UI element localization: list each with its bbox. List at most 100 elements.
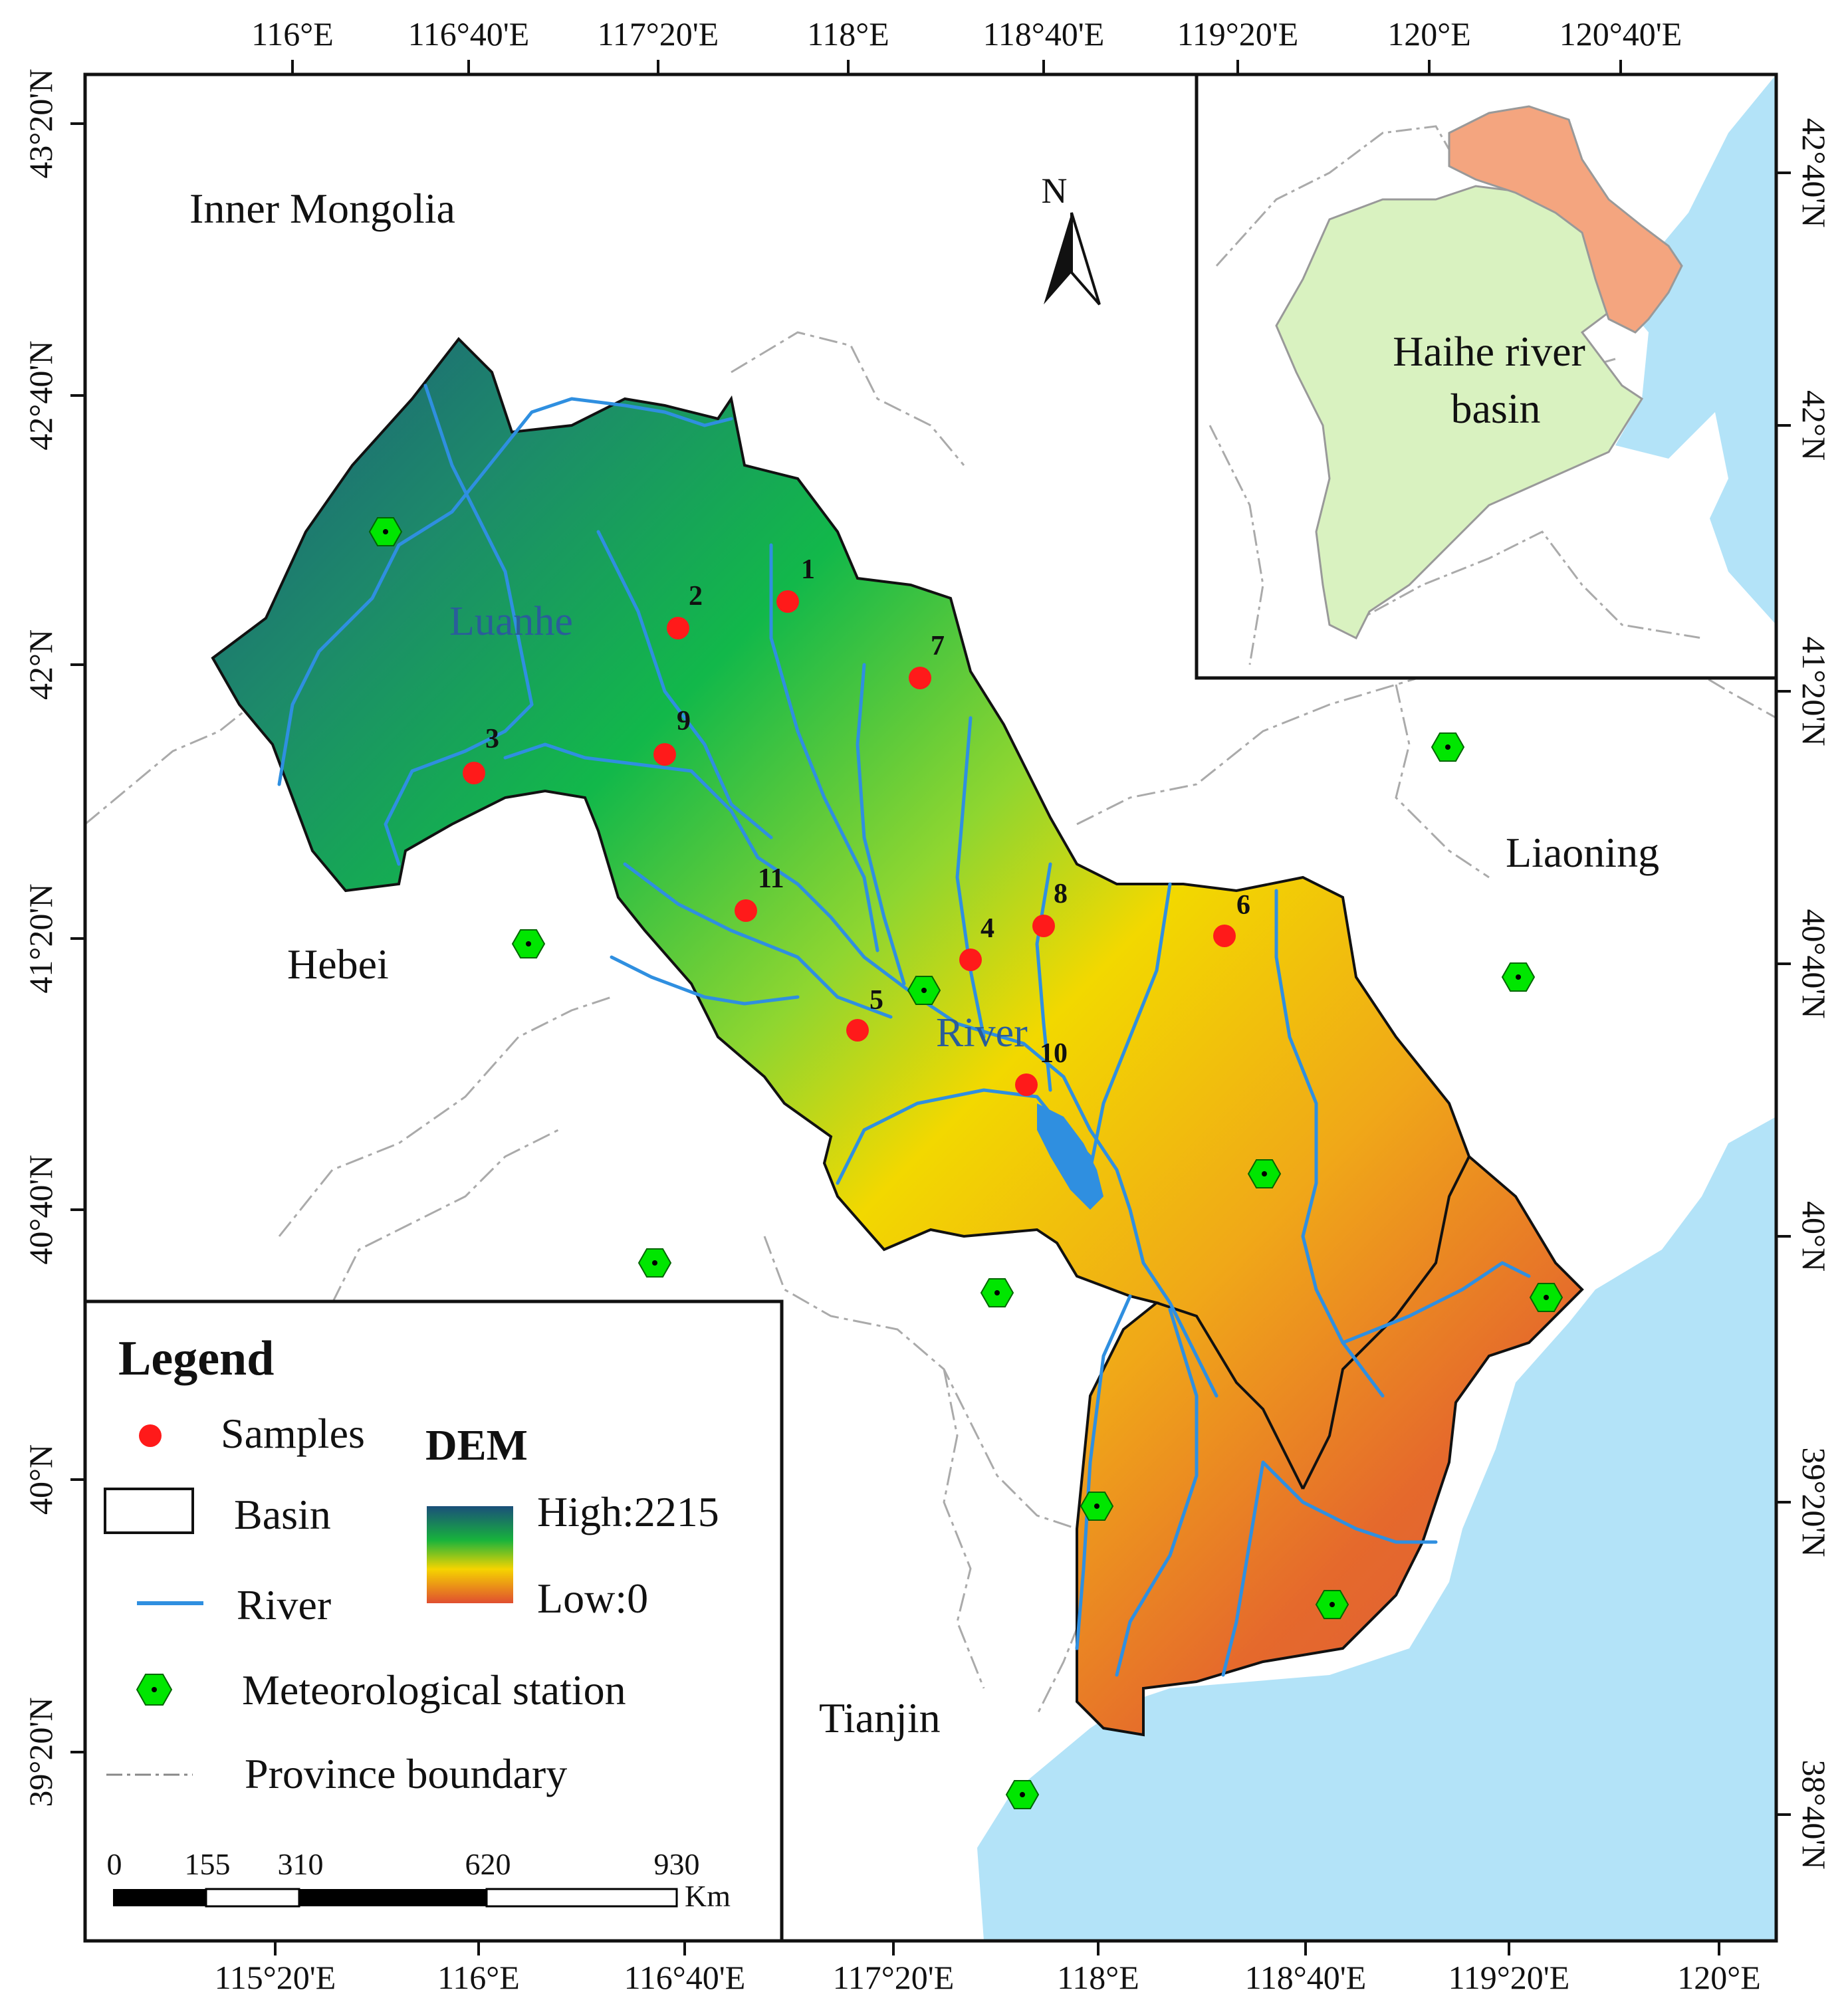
north-label: N	[1042, 171, 1068, 211]
sample-point	[735, 899, 757, 922]
station-marker	[1005, 1780, 1040, 1809]
reservoir	[1037, 1103, 1103, 1210]
north-arrow: N	[1042, 171, 1101, 306]
sample-point	[959, 949, 982, 971]
scale-label: 620	[465, 1847, 511, 1881]
bottom-tick-labels: 115°20'E 116°E 116°40'E 117°20'E 118°E 1…	[215, 1959, 1761, 1996]
tick-label-bottom: 118°E	[1057, 1959, 1139, 1996]
right-tick-labels: 42°40'N 42°N 41°20'N 40°40'N 40°N 39°20'…	[1795, 118, 1833, 1869]
label-inner-mongolia: Inner Mongolia	[189, 185, 455, 232]
station-marker	[1501, 962, 1536, 992]
label-hebei: Hebei	[287, 941, 389, 988]
label-liaoning: Liaoning	[1506, 829, 1659, 876]
tick-label-top: 117°20'E	[598, 15, 719, 53]
sample-point	[1213, 925, 1236, 947]
legend-samples-label: Samples	[221, 1410, 365, 1457]
tick-label-top: 119°20'E	[1177, 15, 1299, 53]
scale-label: 310	[278, 1847, 324, 1881]
river-label-luanhe: Luanhe	[449, 599, 573, 644]
legend-basin-swatch	[104, 1488, 194, 1534]
legend-station-label: Meteorological station	[242, 1666, 626, 1714]
tick-label-bottom: 120°E	[1677, 1959, 1761, 1996]
sample-point	[463, 762, 485, 784]
tick-label-top: 118°E	[807, 15, 889, 53]
legend-basin-label: Basin	[234, 1491, 331, 1538]
tick-label-left: 39°20'N	[22, 1697, 59, 1807]
sample-point	[653, 743, 676, 766]
samples: 1 2 3 4 5 6 7 8 9 10 11	[463, 554, 1250, 1096]
tick-label-right: 42°40'N	[1795, 118, 1833, 227]
station-marker	[1431, 732, 1465, 762]
station-marker	[1247, 1159, 1282, 1188]
station-marker	[1315, 1590, 1349, 1619]
tick-label-left: 42°N	[22, 629, 59, 700]
tick-label-top: 116°40'E	[408, 15, 530, 53]
sample-label: 8	[1054, 879, 1068, 909]
left-tick-labels: 43°20'N 42°40'N 42°N 41°20'N 40°40'N 40°…	[22, 68, 59, 1807]
sample-label: 5	[869, 985, 883, 1016]
north-arrow-icon	[1044, 213, 1072, 304]
station-marker	[368, 517, 403, 546]
legend-dem-title: DEM	[425, 1421, 528, 1470]
sample-label: 4	[981, 913, 994, 944]
sample-label: 10	[1040, 1038, 1068, 1069]
sample-point	[1032, 915, 1055, 937]
tick-label-right: 39°20'N	[1795, 1447, 1833, 1557]
legend-title: Legend	[118, 1331, 274, 1386]
sample-label: 9	[677, 706, 691, 736]
inset-map: Haihe river basin	[1195, 72, 1778, 680]
inset-label-line2: basin	[1450, 385, 1540, 432]
tick-label-bottom: 119°20'E	[1448, 1959, 1570, 1996]
tick-label-right: 41°20'N	[1795, 636, 1833, 746]
tick-label-bottom: 116°40'E	[624, 1959, 746, 1996]
station-marker	[1529, 1283, 1563, 1312]
tick-label-bottom: 117°20'E	[833, 1959, 955, 1996]
tick-label-right: 42°N	[1795, 390, 1833, 461]
tick-label-left: 43°20'N	[22, 68, 59, 178]
sample-label: 2	[689, 581, 703, 612]
scale-label: 930	[654, 1847, 700, 1881]
scale-label: 155	[185, 1847, 231, 1881]
scale-unit: Km	[685, 1879, 731, 1913]
tick-label-left: 41°20'N	[22, 883, 59, 993]
inset-sea	[1615, 74, 1776, 625]
sample-point	[667, 617, 689, 639]
sample-label: 1	[801, 554, 815, 585]
sample-label: 6	[1236, 890, 1250, 921]
tick-label-top: 118°40'E	[983, 15, 1105, 53]
station-marker	[637, 1248, 672, 1278]
legend-river-label: River	[237, 1581, 331, 1628]
inset-luanhe-basin	[1448, 105, 1683, 334]
label-tianjin: Tianjin	[819, 1694, 941, 1741]
station-marker	[980, 1278, 1014, 1307]
tick-label-right: 38°40'N	[1795, 1759, 1833, 1869]
meteorological-stations	[368, 517, 1563, 1809]
tick-label-top: 116°E	[251, 15, 334, 53]
legend-dem-high: High:2215	[537, 1488, 719, 1535]
sub-basin-lines	[1156, 1156, 1470, 1490]
sea	[977, 1117, 1776, 1941]
sample-label: 3	[485, 724, 499, 754]
tick-label-bottom: 116°E	[437, 1959, 520, 1996]
sample-label: 11	[758, 863, 784, 894]
tick-label-right: 40°40'N	[1795, 909, 1833, 1018]
sample-label: 7	[931, 631, 945, 661]
map-frame	[83, 72, 1778, 1943]
sample-point	[909, 667, 931, 689]
tick-marks	[70, 60, 1791, 1955]
tick-label-left: 40°N	[22, 1444, 59, 1515]
legend: Legend Samples Basin River Meteorologica…	[83, 1299, 784, 1943]
station-marker	[511, 929, 546, 958]
scale-bar: 0 155 310 620 930 Km	[107, 1847, 731, 1913]
river-label-river: River	[936, 1010, 1028, 1056]
tick-label-left: 40°40'N	[22, 1155, 59, 1264]
legend-province-label: Province boundary	[245, 1750, 567, 1797]
tick-label-right: 40°N	[1795, 1201, 1833, 1272]
tick-label-top: 120°40'E	[1559, 15, 1682, 53]
scale-label: 0	[107, 1847, 122, 1881]
tick-label-top: 120°E	[1387, 15, 1471, 53]
legend-station-swatch	[136, 1674, 173, 1706]
sample-point	[776, 590, 799, 613]
tick-label-left: 42°40'N	[22, 340, 59, 450]
sample-point	[1015, 1073, 1038, 1096]
